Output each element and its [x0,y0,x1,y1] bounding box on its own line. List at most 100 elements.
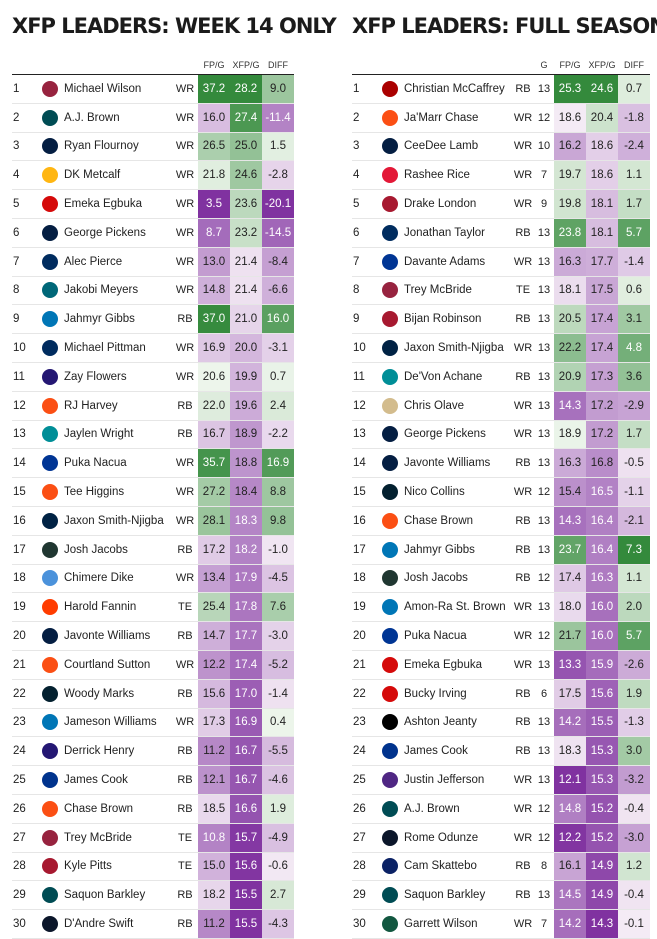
week14-header-row: FP/G XFP/G DIFF [12,56,294,75]
table-row: 3 Ryan Flournoy WR 26.5 25.0 1.5 [12,132,294,162]
team-logo-icon [42,858,58,875]
season-panel: XFP LEADERS: FULL SEASON G FP/G XFP/G DI… [352,0,657,939]
player-name: Courtland Sutton [64,650,172,680]
fpg-cell: 20.9 [554,362,586,392]
games-cell: 13 [534,362,554,392]
fpg-cell: 16.7 [198,420,230,450]
table-row: 30 D'Andre Swift RB 11.2 15.5 -4.3 [12,909,294,939]
player-name: Jakobi Meyers [64,276,172,306]
table-row: 28 Kyle Pitts TE 15.0 15.6 -0.6 [12,852,294,882]
xfpg-cell: 17.7 [230,621,262,651]
player-name: Josh Jacobs [64,535,172,565]
diff-cell: 2.4 [262,391,294,421]
xfpg-cell: 16.4 [586,506,618,536]
team-logo-icon [382,484,398,501]
games-cell: 13 [534,247,554,277]
position-cell: WR [512,621,534,651]
team-logo-cell [36,247,64,277]
table-row: 6 Jonathan Taylor RB 13 23.8 18.1 5.7 [352,218,650,248]
player-name: George Pickens [404,420,512,450]
xfpg-cell: 20.0 [230,333,262,363]
team-logo-icon [42,541,58,558]
xfpg-cell: 21.0 [230,304,262,335]
games-cell: 13 [534,304,554,335]
team-logo-icon [42,800,58,817]
team-logo-icon [42,714,58,731]
table-row: 25 James Cook RB 12.1 16.7 -4.6 [12,765,294,795]
xfpg-cell: 15.2 [586,823,618,853]
rank-cell: 25 [12,765,36,795]
fpg-cell: 18.3 [554,736,586,767]
diff-cell: -0.4 [618,880,650,911]
table-row: 15 Nico Collins WR 12 15.4 16.5 -1.1 [352,477,650,507]
table-row: 11 De'Von Achane RB 13 20.9 17.3 3.6 [352,362,650,392]
team-logo-icon [382,426,398,443]
table-row: 10 Michael Pittman WR 16.9 20.0 -3.1 [12,333,294,363]
rank-cell: 20 [352,621,376,651]
rank-cell: 23 [352,708,376,738]
position-cell: WR [512,477,534,507]
xfpg-cell: 18.9 [230,420,262,450]
player-name: Trey McBride [404,276,512,306]
team-logo-icon [382,455,398,472]
table-row: 27 Rome Odunze WR 12 12.2 15.2 -3.0 [352,823,650,853]
team-logo-icon [382,685,398,702]
team-logo-icon [42,599,58,616]
diff-cell: -0.5 [618,448,650,479]
rank-cell: 30 [12,909,36,939]
team-logo-icon [42,397,58,414]
rank-cell: 20 [12,621,36,651]
xfpg-cell: 17.8 [230,592,262,623]
player-name: A.J. Brown [64,103,172,133]
team-logo-icon [382,772,398,789]
player-name: Jaxon Smith-Njigba [64,506,172,536]
fpg-cell: 35.7 [198,448,230,479]
fpg-cell: 28.1 [198,506,230,536]
player-name: Chase Brown [64,794,172,824]
xfpg-cell: 17.5 [586,276,618,306]
rank-cell: 13 [352,420,376,450]
xfpg-cell: 28.2 [230,74,262,104]
position-cell: RB [512,506,534,536]
table-row: 26 A.J. Brown WR 12 14.8 15.2 -0.4 [352,794,650,824]
player-name: Ryan Flournoy [64,132,172,162]
xfpg-cell: 18.4 [230,477,262,507]
team-logo-icon [382,858,398,875]
games-cell: 6 [534,679,554,709]
team-logo-icon [42,167,58,184]
diff-cell: -2.1 [618,506,650,536]
team-logo-icon [382,916,398,932]
fpg-cell: 15.4 [554,477,586,507]
team-logo-cell [36,218,64,248]
player-name: CeeDee Lamb [404,132,512,162]
team-logo-cell [36,132,64,162]
team-logo-cell [36,304,64,335]
team-logo-cell [376,362,404,392]
team-logo-icon [382,570,398,587]
team-logo-icon [382,167,398,184]
player-name: Puka Nacua [64,448,172,479]
rank-cell: 3 [352,132,376,162]
position-cell: RB [512,880,534,911]
team-logo-icon [382,628,398,645]
rank-cell: 26 [12,794,36,824]
diff-cell: 5.7 [618,218,650,248]
games-cell: 13 [534,535,554,565]
xfpg-cell: 16.9 [230,708,262,738]
player-name: Justin Jefferson [404,765,512,795]
xfpg-cell: 20.4 [586,103,618,133]
table-row: 7 Davante Adams WR 13 16.3 17.7 -1.4 [352,247,650,277]
diff-cell: 1.7 [618,189,650,219]
rank-cell: 5 [352,189,376,219]
fpg-cell: 14.2 [554,708,586,738]
rank-cell: 21 [12,650,36,680]
position-cell: TE [172,592,198,623]
header-games: G [534,56,554,75]
table-row: 1 Christian McCaffrey RB 13 25.3 24.6 0.7 [352,74,650,104]
team-logo-cell [376,448,404,479]
player-name: Jonathan Taylor [404,218,512,248]
diff-cell: 1.2 [618,852,650,882]
rank-cell: 17 [352,535,376,565]
rank-cell: 30 [352,909,376,939]
player-name: Ja'Marr Chase [404,103,512,133]
